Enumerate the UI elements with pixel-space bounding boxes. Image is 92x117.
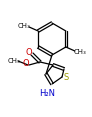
Text: O: O	[26, 48, 32, 57]
Text: CH₃: CH₃	[74, 49, 86, 55]
Text: CH₃: CH₃	[18, 23, 31, 29]
Text: H₂N: H₂N	[39, 90, 55, 99]
Text: O: O	[23, 60, 29, 68]
Text: S: S	[63, 73, 69, 82]
Text: CH₃: CH₃	[8, 58, 20, 64]
